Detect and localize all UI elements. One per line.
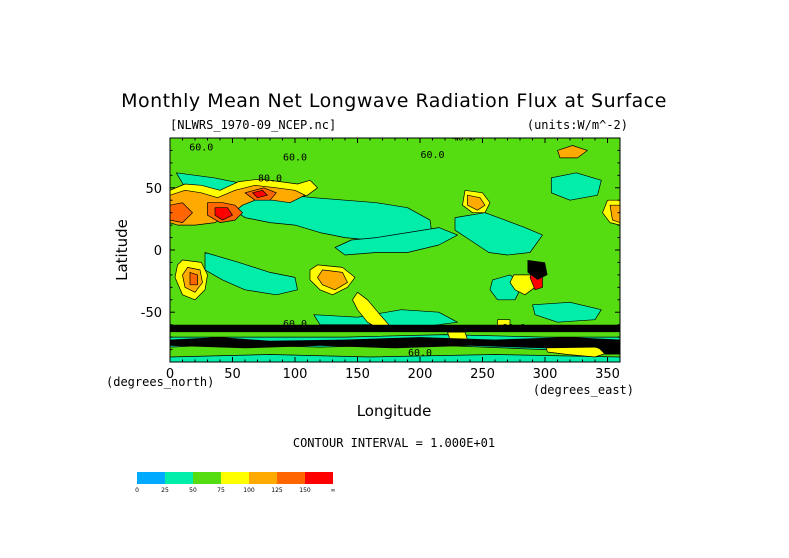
- y-axis-label: Latitude: [113, 219, 131, 281]
- y-tick-label-2: 50: [145, 182, 162, 197]
- dense-contour-band-2: [527, 260, 548, 280]
- contour-region-23: [467, 194, 486, 211]
- contour-label-5: 60.0: [283, 319, 307, 330]
- x-tick-label-5: 250: [470, 367, 495, 382]
- x-tick-label-1: 50: [224, 367, 241, 382]
- contour-region-4: [204, 252, 298, 296]
- units-label: (units:W/m^-2): [527, 118, 628, 132]
- colorbar-label-4: 100: [243, 487, 255, 494]
- contour-label-6: 60.0: [502, 323, 526, 334]
- contour-region-25: [557, 145, 588, 159]
- contour-label-7: 60.0: [408, 348, 432, 359]
- colorbar-label-2: 50: [189, 487, 197, 494]
- contour-label-2: 80.0: [258, 174, 282, 185]
- contour-region-7: [532, 301, 602, 323]
- colorbar-label-0: 0: [135, 487, 139, 494]
- colorbar-label-3: 75: [217, 487, 225, 494]
- x-tick-label-0: 0: [166, 367, 174, 382]
- contour-region-5: [550, 172, 602, 201]
- dense-contour-band-0: [170, 324, 620, 333]
- chart-title: Monthly Mean Net Longwave Radiation Flux…: [121, 90, 667, 112]
- colorbar-label-5: 125: [271, 487, 283, 494]
- x-unit-label: (degrees_east): [533, 383, 634, 397]
- contour-label-4: 40.0: [452, 132, 476, 143]
- x-tick-label-4: 200: [408, 367, 433, 382]
- contour-region-1: [334, 227, 458, 256]
- contour-region-31: [252, 189, 268, 199]
- colorbar-swatch-6: [305, 472, 333, 484]
- colorbar-label-6: 150: [299, 487, 311, 494]
- colorbar-swatch-4: [249, 472, 277, 484]
- colorbar-swatch-3: [221, 472, 249, 484]
- contour-label-3: 60.0: [420, 150, 444, 161]
- x-axis-label: Longitude: [357, 402, 432, 420]
- colorbar-swatch-2: [193, 472, 221, 484]
- y-axis: -50 0 50: [141, 149, 620, 351]
- contour-region-29: [189, 272, 198, 286]
- plot-area: 60.060.080.060.040.060.0 60.060.0: [169, 132, 621, 363]
- dense-contour-band-3: [595, 344, 620, 355]
- contour-region-22: [317, 269, 348, 291]
- colorbar-swatch-5: [277, 472, 305, 484]
- y-tick-label-0: -50: [141, 306, 162, 321]
- colorbar-label-7: ∞: [331, 487, 336, 494]
- colorbar-swatch-0: [137, 472, 165, 484]
- colorbar-label-1: 25: [161, 487, 169, 494]
- contour-label-0: 60.0: [189, 142, 213, 153]
- x-tick-label-2: 100: [283, 367, 308, 382]
- y-tick-label-1: 0: [154, 244, 162, 259]
- x-axis: 0 50 100 150 200 250 300 350: [166, 138, 620, 382]
- file-label: [NLWRS_1970-09_NCEP.nc]: [170, 118, 336, 132]
- colorbar-swatch-1: [165, 472, 193, 484]
- x-tick-label-3: 150: [345, 367, 370, 382]
- contour-region-2: [454, 212, 543, 256]
- x-tick-label-7: 350: [595, 367, 620, 382]
- dense-contour-band-1: [170, 337, 620, 349]
- contour-region-28: [170, 202, 193, 223]
- colorbar: 0 25 50 75 100 125 150 ∞: [135, 472, 336, 494]
- contour-label-1: 60.0: [283, 152, 307, 163]
- contour-interval-text: CONTOUR INTERVAL = 1.000E+01: [293, 436, 495, 450]
- contour-region-24: [609, 204, 620, 223]
- x-tick-label-6: 300: [533, 367, 558, 382]
- contour-region-30: [214, 207, 233, 221]
- y-unit-label: (degrees_north): [106, 375, 214, 389]
